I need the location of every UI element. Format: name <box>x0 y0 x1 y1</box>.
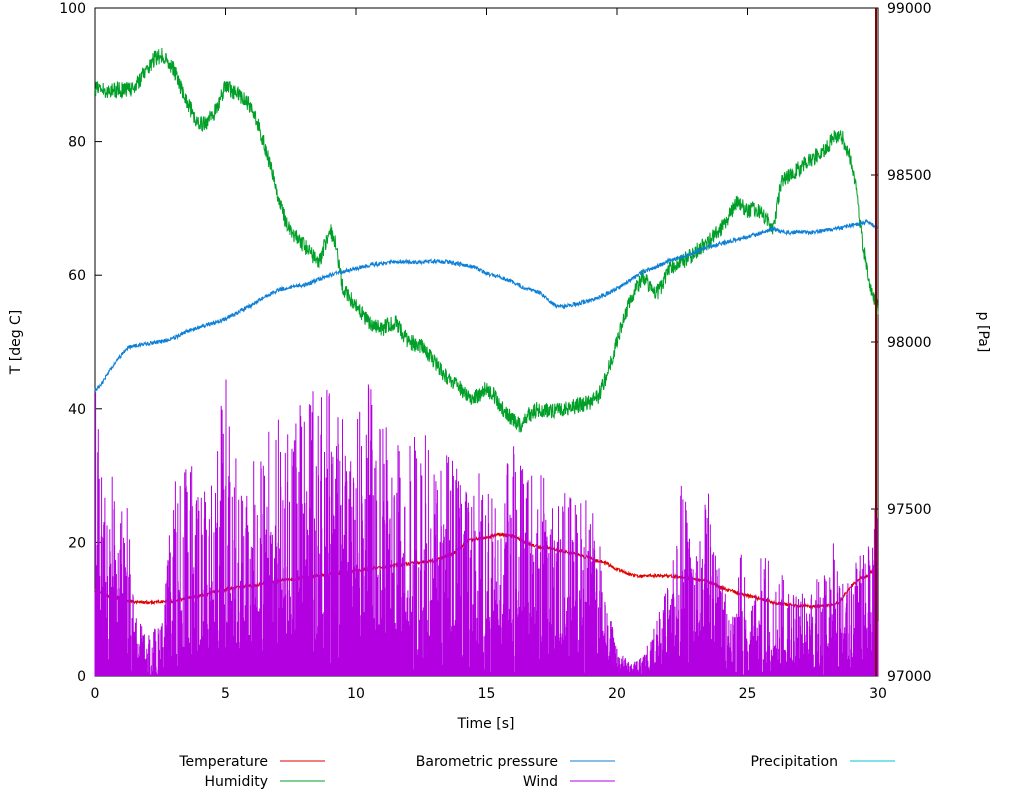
y-left-tick-label: 0 <box>77 669 86 685</box>
legend-label-precipitation: Precipitation <box>750 754 838 770</box>
y-right-tick-label: 97000 <box>887 669 932 685</box>
x-axis-label: Time [s] <box>457 716 515 732</box>
legend-label-barometric-pressure: Barometric pressure <box>416 754 558 770</box>
y-left-tick-label: 60 <box>68 268 86 284</box>
series-wind <box>94 379 879 676</box>
x-tick-label: 10 <box>347 686 365 702</box>
y-left-tick-label: 20 <box>68 535 86 551</box>
y-left-tick-label: 40 <box>68 402 86 418</box>
legend-label-wind: Wind <box>523 774 558 790</box>
legend-label-temperature: Temperature <box>178 754 268 770</box>
series-humidity <box>94 47 879 433</box>
x-tick-label: 30 <box>869 686 887 702</box>
x-tick-label: 0 <box>91 686 100 702</box>
series-barometric-pressure <box>94 218 879 392</box>
y-left-tick-label: 80 <box>68 135 86 151</box>
y-left-tick-label: 100 <box>59 1 86 17</box>
y-right-tick-label: 99000 <box>887 1 932 17</box>
legend-label-humidity: Humidity <box>205 774 268 790</box>
x-tick-label: 5 <box>221 686 230 702</box>
y-axis-label-left: T [deg C] <box>8 309 24 375</box>
y-right-tick-label: 98500 <box>887 168 932 184</box>
y-axis-label-right: p [Pa] <box>975 311 991 353</box>
y-right-tick-label: 98000 <box>887 335 932 351</box>
y-right-tick-label: 97500 <box>887 502 932 518</box>
x-tick-label: 25 <box>739 686 757 702</box>
x-tick-label: 20 <box>608 686 626 702</box>
x-tick-label: 15 <box>478 686 496 702</box>
